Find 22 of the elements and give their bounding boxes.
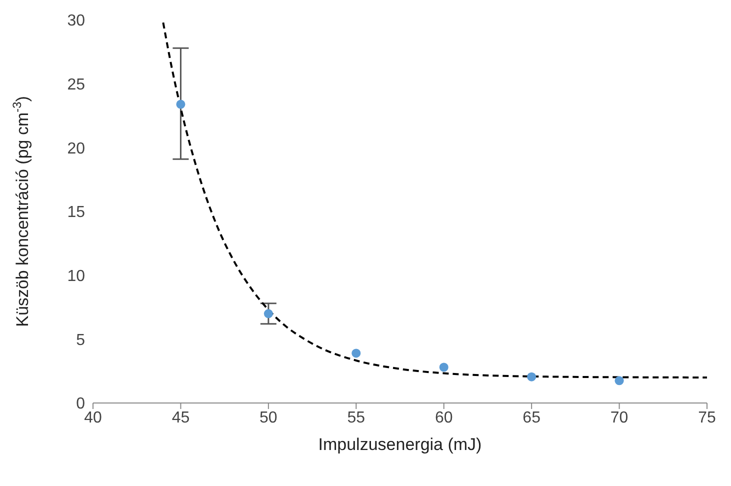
x-tick-label: 75 <box>698 409 716 426</box>
y-tick-label: 20 <box>67 140 86 158</box>
point <box>614 376 624 386</box>
x-tick-label: 60 <box>434 409 453 426</box>
x-tick-label: 55 <box>347 409 366 426</box>
x-axis-title: Impulzusenergia (mJ) <box>318 435 482 454</box>
y-tick-label: 30 <box>67 12 86 30</box>
y-tick-label: 25 <box>67 76 86 94</box>
x-tick-label: 45 <box>172 409 190 426</box>
point <box>176 100 186 109</box>
x-tick-label: 40 <box>84 409 102 426</box>
y-tick-label: 5 <box>76 332 86 349</box>
x-tick-label: 50 <box>260 409 278 426</box>
y-tick-label: 15 <box>67 204 86 222</box>
point <box>264 309 273 318</box>
y-tick-label: 0 <box>76 396 86 413</box>
point <box>439 362 448 372</box>
point <box>352 348 361 358</box>
x-tick-label: 70 <box>610 409 628 426</box>
y-tick-label: 10 <box>67 268 86 286</box>
point <box>527 372 536 382</box>
x-tick-label: 65 <box>522 409 541 426</box>
